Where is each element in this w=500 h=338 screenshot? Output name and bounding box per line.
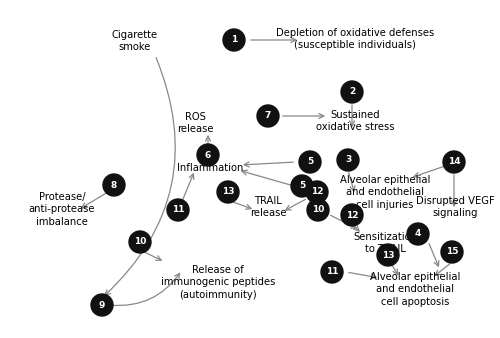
Text: 13: 13 (382, 250, 394, 260)
Text: 10: 10 (134, 238, 146, 246)
Circle shape (407, 223, 429, 245)
Text: 12: 12 (346, 211, 358, 219)
Text: Protease/
anti-protease
imbalance: Protease/ anti-protease imbalance (29, 192, 95, 227)
Circle shape (91, 294, 113, 316)
Text: 1: 1 (231, 35, 237, 45)
Circle shape (306, 181, 328, 203)
Text: Depletion of oxidative defenses
(susceptible individuals): Depletion of oxidative defenses (suscept… (276, 28, 434, 50)
Text: Release of
immunogenic peptides
(autoimmunity): Release of immunogenic peptides (autoimm… (161, 265, 275, 300)
FancyArrowPatch shape (111, 273, 180, 306)
Text: 4: 4 (415, 230, 421, 239)
Text: Alveolar epithelial
and endothelial
cell injuries: Alveolar epithelial and endothelial cell… (340, 175, 430, 210)
Circle shape (441, 241, 463, 263)
Text: 11: 11 (172, 206, 184, 215)
Circle shape (307, 199, 329, 221)
Text: 11: 11 (326, 267, 338, 276)
Circle shape (223, 29, 245, 51)
Circle shape (377, 244, 399, 266)
FancyArrowPatch shape (105, 57, 176, 295)
Text: ROS
release: ROS release (177, 112, 213, 135)
Circle shape (103, 174, 125, 196)
Text: 12: 12 (311, 188, 323, 196)
Circle shape (443, 151, 465, 173)
Circle shape (217, 181, 239, 203)
Text: TRAIL
release: TRAIL release (250, 196, 286, 218)
Text: 13: 13 (222, 188, 234, 196)
Text: Inflammation: Inflammation (177, 163, 243, 173)
Circle shape (197, 144, 219, 166)
Text: 10: 10 (312, 206, 324, 215)
Text: 14: 14 (448, 158, 460, 167)
Circle shape (299, 151, 321, 173)
Circle shape (129, 231, 151, 253)
Text: 5: 5 (299, 182, 305, 191)
Text: 3: 3 (345, 155, 351, 165)
Circle shape (341, 204, 363, 226)
Text: 6: 6 (205, 150, 211, 160)
Text: Sustained
oxidative stress: Sustained oxidative stress (316, 110, 394, 132)
Circle shape (337, 149, 359, 171)
Text: 15: 15 (446, 247, 458, 257)
Circle shape (321, 261, 343, 283)
Text: 2: 2 (349, 88, 355, 97)
Text: Cigarette
smoke: Cigarette smoke (112, 30, 158, 52)
Text: 5: 5 (307, 158, 313, 167)
Circle shape (341, 81, 363, 103)
Text: Sensitization
to TRAIL: Sensitization to TRAIL (353, 232, 417, 255)
Circle shape (291, 175, 313, 197)
Circle shape (257, 105, 279, 127)
Text: 8: 8 (111, 180, 117, 190)
Text: 7: 7 (265, 112, 271, 121)
Text: 9: 9 (99, 300, 105, 310)
Text: Disrupted VEGF
signaling: Disrupted VEGF signaling (416, 196, 494, 218)
Text: Alveolar epithelial
and endothelial
cell apoptosis: Alveolar epithelial and endothelial cell… (370, 272, 460, 307)
Circle shape (167, 199, 189, 221)
